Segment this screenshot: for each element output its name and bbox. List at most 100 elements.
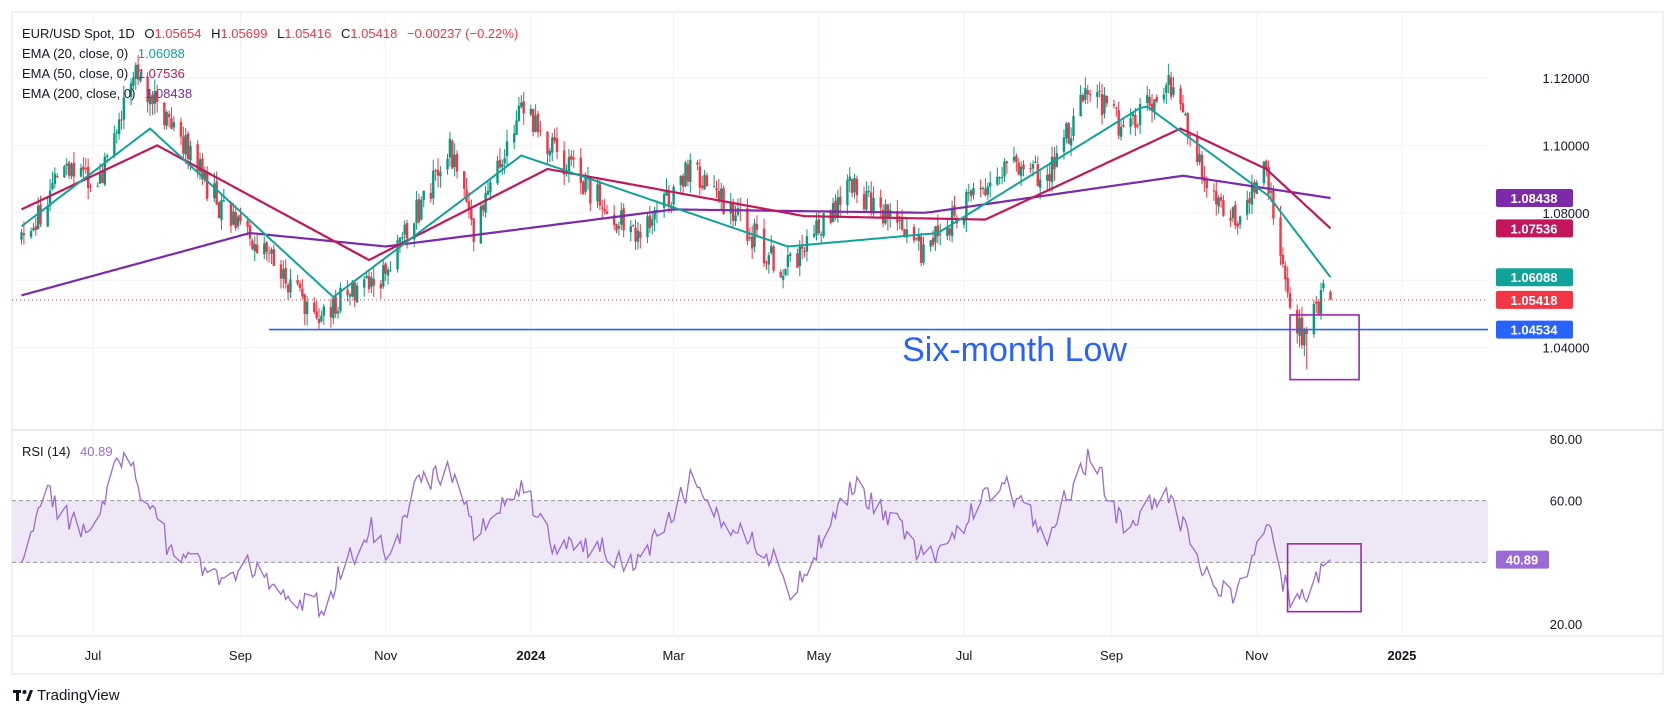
candle-body (365, 275, 368, 279)
candle-body (1322, 283, 1325, 289)
candle (572, 149, 575, 169)
rsi-axis[interactable]: 80.00 60.00 20.00 40.89 (1496, 432, 1582, 632)
candle-body (922, 244, 925, 264)
candle-body (551, 137, 554, 153)
candle-body (120, 119, 123, 121)
candle-body (317, 318, 321, 324)
candle (634, 219, 637, 251)
candle-body (205, 172, 209, 199)
candle (1134, 107, 1137, 137)
candle (1000, 166, 1004, 185)
candle (736, 198, 740, 217)
time-tick-label: May (807, 648, 832, 663)
candle (879, 189, 882, 219)
tradingview-logo-icon (13, 690, 33, 701)
candle (1217, 194, 1220, 214)
candle (165, 110, 168, 130)
candle-body (529, 108, 533, 115)
candle-body (367, 276, 371, 290)
candle-body (962, 219, 966, 225)
candle-body (51, 183, 54, 190)
candle (846, 174, 849, 215)
candle-body (134, 65, 137, 79)
legend-ema50[interactable]: EMA (50, close, 0) 1.07536 (22, 66, 185, 81)
candle-body (1219, 196, 1223, 201)
candle-body (929, 240, 932, 247)
candle-body (620, 210, 623, 225)
candle (56, 172, 59, 179)
price-tag-bg (1496, 320, 1573, 339)
candle (1167, 63, 1170, 94)
candle-body (189, 145, 192, 161)
price-axis[interactable]: 1.12000 1.10000 1.08000 1.04000 (1543, 71, 1590, 356)
candle-body (251, 240, 254, 249)
candle (865, 181, 868, 212)
candle-body (56, 175, 59, 177)
candle-body (1288, 293, 1292, 308)
candle-body (567, 156, 571, 174)
candle (850, 178, 854, 198)
legend-ema200[interactable]: EMA (200, close, 0) 1.08438 (22, 86, 192, 101)
candle-body (1329, 291, 1332, 300)
candle-body (263, 243, 266, 255)
candle (631, 224, 635, 228)
candle-body (815, 220, 818, 235)
candle (1248, 192, 1251, 214)
candle-body (270, 249, 273, 254)
candle-body (646, 216, 649, 238)
candle (422, 190, 425, 208)
candle-body (1046, 174, 1049, 181)
candle-body (834, 200, 837, 218)
tradingview-logo[interactable]: TradingView (13, 687, 120, 704)
candle (755, 215, 759, 238)
candle-body (998, 177, 1001, 179)
candle (1303, 327, 1306, 357)
candle-body (1005, 161, 1009, 164)
candle-body (320, 315, 323, 322)
candle-body (489, 182, 492, 193)
candle-body (72, 162, 76, 177)
candle (115, 128, 118, 144)
candle-body (1079, 94, 1082, 117)
candle (605, 204, 609, 215)
candle-body (1031, 164, 1035, 169)
candle (705, 172, 709, 187)
candle-body (589, 176, 592, 204)
candle-body (1303, 329, 1306, 346)
candle (720, 182, 723, 210)
candle (796, 248, 799, 269)
candle-body (396, 240, 399, 270)
candle (486, 179, 490, 196)
time-tick-label: Sep (1100, 648, 1123, 663)
candle (1136, 122, 1139, 129)
candle-body (517, 105, 521, 121)
candle-body (415, 199, 418, 224)
candle-body (389, 270, 392, 272)
candle (505, 129, 509, 167)
candle (1281, 247, 1285, 268)
candle (1155, 94, 1158, 103)
candle-body (167, 113, 171, 118)
candle (1148, 89, 1151, 111)
candle-body (746, 208, 749, 241)
candle (615, 223, 618, 234)
candle (696, 159, 699, 171)
ema50-name: EMA (50, close, 0) (22, 66, 128, 81)
candle-body (65, 163, 68, 167)
candle-body (403, 224, 406, 235)
legend-rsi[interactable]: RSI (14) 40.89 (22, 444, 113, 459)
candle-body (1217, 197, 1220, 207)
candle (234, 205, 237, 231)
time-tick-label: 2024 (516, 648, 546, 663)
legend-ema20[interactable]: EMA (20, close, 0) 1.06088 (22, 46, 185, 61)
candle-body (1022, 164, 1025, 170)
candle-body (1196, 137, 1199, 163)
candle (1050, 146, 1054, 192)
candle-body (53, 173, 57, 184)
candle (136, 55, 140, 85)
candle (555, 127, 559, 159)
time-axis[interactable]: Jul Sep Nov 2024 Mar May Jul Sep Nov 2025 (85, 648, 1417, 663)
candle-body (284, 267, 287, 284)
candle-body (1146, 95, 1149, 103)
candle-body (1319, 290, 1323, 314)
